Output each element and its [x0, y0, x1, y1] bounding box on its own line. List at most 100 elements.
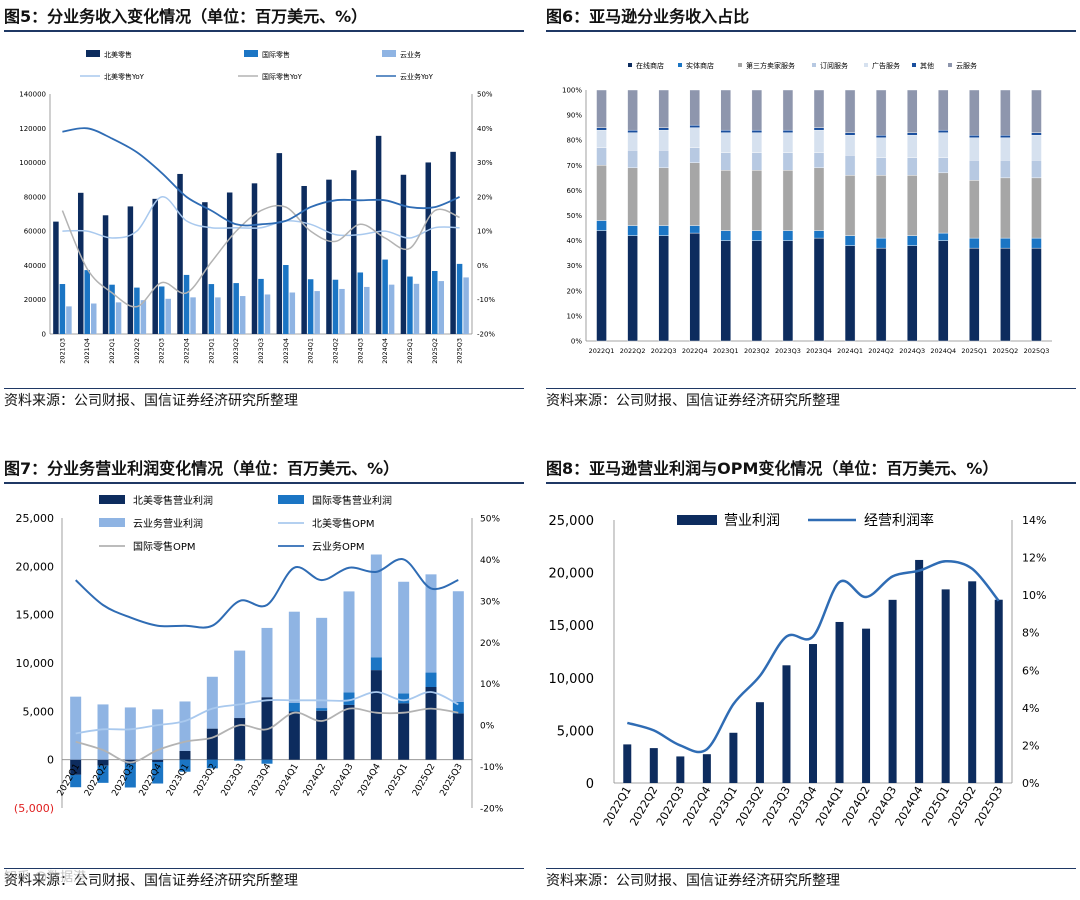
- fig6-bar-segment-实体商店: [969, 237, 980, 249]
- fig5-right-tick-label: -20%: [477, 331, 495, 339]
- fig5-category-label: 2021Q3: [58, 338, 66, 364]
- fig6-y-tick-label: 100%: [562, 87, 582, 95]
- fig6-bar-segment-实体商店: [938, 232, 949, 241]
- fig7-legend-label-5: 云业务OPM: [312, 540, 365, 553]
- fig5-category-label: 2022Q1: [108, 338, 116, 364]
- fig6-bar-segment-订阅服务: [658, 150, 669, 169]
- fig5-panel: 图5：分业务收入变化情况（单位：百万美元、%） 北美零售 国际零售 云业务 北美零售Y…: [4, 4, 524, 414]
- fig6-category-label: 2024Q2: [868, 347, 894, 355]
- fig6-bar-segment-订阅服务: [1000, 160, 1011, 179]
- fig5-category-label: 2024Q2: [331, 338, 339, 364]
- fig5-category-label: 2023Q4: [282, 338, 290, 364]
- fig5-category-label: 2025Q3: [456, 338, 464, 364]
- fig7-right-tick-label: 10%: [480, 680, 500, 690]
- fig7-legend-label-2: 云业务营业利润: [133, 517, 203, 530]
- fig7-line-国际零售OPM: [75, 707, 459, 764]
- fig7-bar-segment-国际零售营业利润: [234, 759, 246, 761]
- fig5-bar-北美零售: [226, 192, 233, 334]
- fig5-bar-国际零售: [307, 279, 314, 334]
- fig7-bar-segment-云业务营业利润: [261, 627, 273, 698]
- fig6-source: 资料来源：公司财报、国信证券经济研究所整理: [546, 388, 1076, 413]
- fig5-legend-label-0: 北美零售: [104, 50, 132, 59]
- fig5-bar-北美零售: [375, 135, 382, 334]
- fig5-bar-国际零售: [109, 284, 115, 334]
- fig8-right-tick-label: 6%: [1022, 664, 1039, 677]
- fig6-bar-segment-云服务: [596, 89, 607, 128]
- fig6-bar-segment-订阅服务: [969, 160, 980, 181]
- fig5-left-tick-label: 80000: [24, 193, 46, 201]
- fig6-bar-segment-实体商店: [813, 230, 825, 239]
- fig7-bar-segment-国际零售营业利润: [179, 759, 191, 772]
- fig6-bar-segment-云服务: [751, 89, 763, 131]
- fig7-category-label: 2024Q4: [356, 762, 383, 798]
- fig5-legend-label-4: 国际零售YoY: [262, 72, 303, 81]
- fig6-bar-segment-实体商店: [844, 235, 856, 246]
- fig7-right-tick-label: 0%: [480, 722, 495, 732]
- fig6-bar-segment-其他: [1000, 134, 1011, 138]
- fig5-bar-国际零售: [258, 278, 264, 334]
- fig6-bar-segment-云服务: [720, 89, 732, 131]
- fig6-bar-segment-在线商店: [782, 240, 794, 342]
- fig8-bar-营业利润: [941, 589, 950, 783]
- fig5-bar-北美零售: [326, 179, 332, 334]
- fig7-legend-label-3: 北美零售OPM: [312, 517, 375, 530]
- fig7-bar-segment-云业务营业利润: [288, 611, 300, 703]
- watermark-text: 知乎 @数据港: [4, 870, 87, 885]
- fig8-legend-swatch-0: [677, 515, 717, 525]
- fig6-bar-segment-在线商店: [720, 240, 732, 342]
- fig7-bar-segment-北美零售营业利润: [234, 718, 246, 760]
- fig6-bar-segment-订阅服务: [907, 157, 918, 176]
- fig5-category-label: 2025Q1: [406, 338, 414, 364]
- fig6-y-tick-label: 70%: [566, 162, 582, 170]
- fig6-bar-segment-广告服务: [907, 134, 918, 158]
- fig6-bar-segment-广告服务: [938, 132, 949, 158]
- fig5-bar-北美零售: [77, 192, 84, 334]
- fig6-bar-segment-其他: [875, 134, 887, 138]
- fig5-category-label: 2023Q2: [232, 338, 240, 364]
- fig5-bar-国际零售: [283, 265, 289, 334]
- fig6-bar-segment-其他: [1031, 132, 1042, 136]
- fig6-bar-segment-实体商店: [627, 225, 638, 236]
- fig8-left-tick-label: 5,000: [557, 724, 594, 739]
- fig5-bar-国际零售: [432, 270, 438, 334]
- fig6-bar-segment-实体商店: [596, 220, 607, 231]
- fig7-bar-segment-北美零售营业利润: [70, 759, 82, 775]
- fig7-bar-segment-国际零售营业利润: [425, 672, 437, 688]
- fig6-legend-swatch-5: [912, 63, 916, 67]
- fig5-bar-云业务: [463, 277, 469, 334]
- fig7-bar-segment-云业务营业利润: [124, 707, 136, 760]
- fig6-y-tick-label: 40%: [566, 237, 582, 245]
- fig5-left-tick-label: 120000: [19, 125, 46, 133]
- fig6-bar-segment-广告服务: [875, 137, 887, 158]
- fig6-bar-segment-订阅服务: [751, 152, 763, 171]
- fig5-bar-云业务: [190, 297, 196, 334]
- fig5-right-tick-label: 50%: [477, 91, 493, 99]
- fig5-right-tick-label: 20%: [477, 193, 493, 201]
- fig5-category-label: 2025Q2: [431, 338, 439, 364]
- fig5-right-tick-label: 10%: [477, 228, 493, 236]
- fig6-bar-segment-订阅服务: [875, 157, 887, 176]
- fig5-bar-国际零售: [382, 259, 388, 334]
- fig8-bar-营业利润: [782, 665, 791, 783]
- fig6-legend-swatch-0: [628, 63, 632, 67]
- fig7-bar-segment-北美零售营业利润: [288, 711, 300, 760]
- fig7-bar-segment-国际零售营业利润: [316, 708, 328, 711]
- fig7-right-tick-label: 30%: [480, 597, 500, 607]
- fig6-title: 图6：亚马逊分业务收入占比: [546, 4, 1076, 32]
- fig7-bar-segment-国际零售营业利润: [124, 763, 136, 788]
- fig7-right-tick-label: -20%: [480, 805, 504, 815]
- fig5-legend-swatch-0: [86, 50, 100, 57]
- fig7-line-云业务OPM: [75, 558, 459, 629]
- fig6-bar-segment-广告服务: [720, 132, 732, 153]
- fig7-category-label: 2023Q2: [192, 762, 219, 798]
- fig6-bar-segment-第三方卖家服务: [751, 170, 763, 231]
- fig7-bar-segment-国际零售营业利润: [70, 774, 82, 788]
- fig5-category-label: 2023Q1: [207, 338, 215, 364]
- fig5-bar-云业务: [289, 292, 296, 334]
- fig5-bar-北美零售: [301, 185, 307, 334]
- fig5-bar-国际零售: [357, 272, 364, 334]
- fig8-bar-营业利润: [862, 628, 871, 783]
- fig7-legend-label-4: 国际零售OPM: [133, 540, 196, 553]
- fig6-bar-segment-第三方卖家服务: [1031, 177, 1042, 239]
- fig6-legend-swatch-2: [738, 63, 742, 67]
